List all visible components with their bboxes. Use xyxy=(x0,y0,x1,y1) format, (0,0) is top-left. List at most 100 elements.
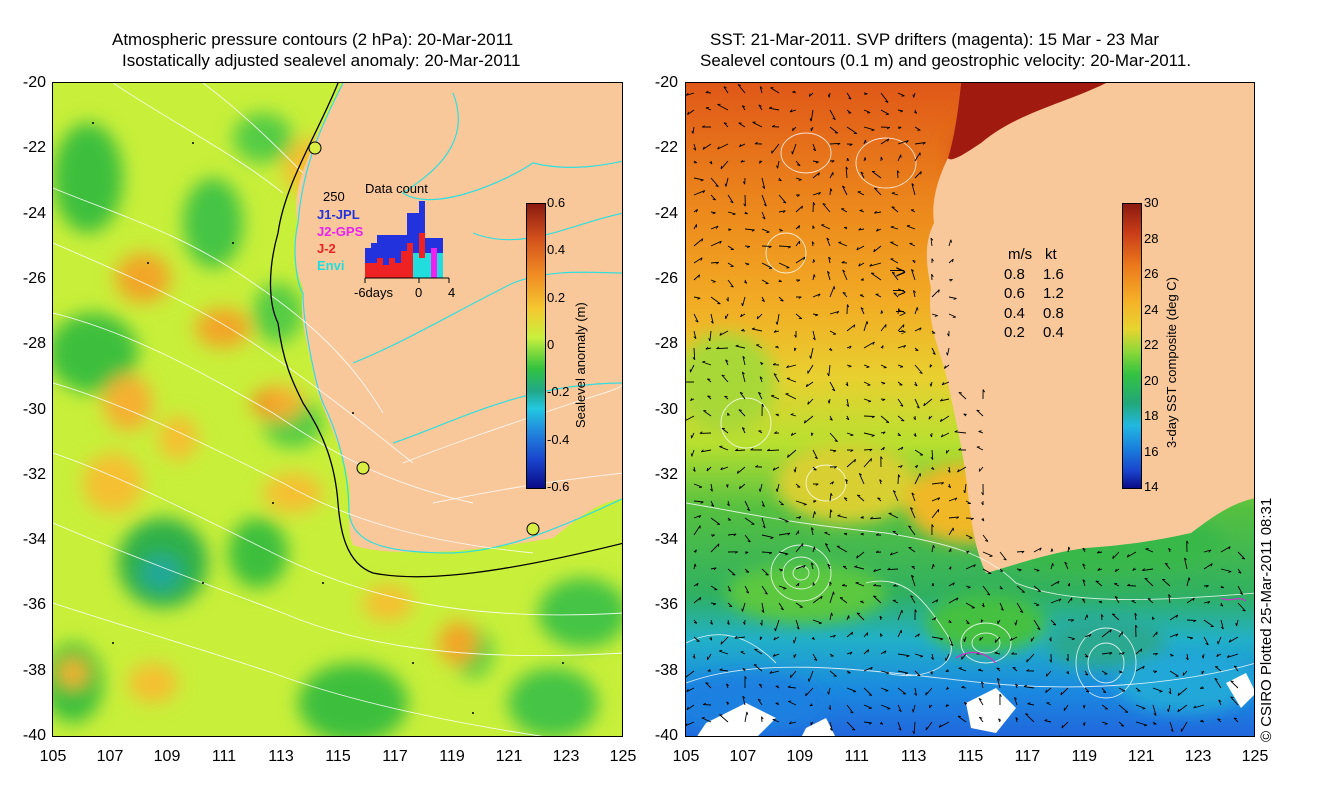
velocity-arrow xyxy=(957,715,967,723)
velocity-arrowhead xyxy=(713,567,717,571)
velocity-arrowhead xyxy=(720,165,723,169)
velocity-arrow xyxy=(897,687,907,695)
velocity-arrowhead xyxy=(720,641,723,645)
velocity-arrow xyxy=(719,330,729,336)
velocity-arrowhead xyxy=(875,533,879,536)
velocity-arrowhead xyxy=(1126,554,1129,558)
velocity-arrow xyxy=(914,364,923,374)
velocity-arrowhead xyxy=(914,609,917,613)
velocity-arrowhead xyxy=(911,183,915,186)
velocity-arrow xyxy=(702,361,712,366)
velocity-arrow xyxy=(693,514,702,519)
velocity-arrow xyxy=(982,568,992,574)
velocity-arrow xyxy=(1135,648,1143,655)
depth-contour xyxy=(269,83,622,578)
velocity-arrowhead xyxy=(938,289,940,293)
velocity-arrow xyxy=(1142,568,1154,571)
velocity-arrow xyxy=(892,490,899,502)
velocity-arrowhead xyxy=(1207,601,1211,604)
velocity-arrowhead xyxy=(938,724,941,728)
velocity-arrow xyxy=(874,187,882,196)
velocity-arrow xyxy=(686,415,695,421)
velocity-arrowhead xyxy=(778,179,782,182)
velocity-arrowhead xyxy=(741,303,744,307)
y-tick-label: -40 xyxy=(654,727,678,744)
velocity-arrowhead xyxy=(947,333,950,337)
velocity-arrowhead xyxy=(686,92,689,96)
velocity-arrowhead xyxy=(1025,713,1029,715)
velocity-arrowhead xyxy=(994,651,998,654)
velocity-arrowhead xyxy=(963,490,966,494)
velocity-arrow xyxy=(1118,704,1129,713)
velocity-arrowhead xyxy=(808,93,811,97)
velocity-arrowhead xyxy=(812,337,816,341)
y-tick-label: -24 xyxy=(22,204,46,222)
velocity-arrowhead xyxy=(946,686,949,690)
velocity-arrowhead xyxy=(850,434,854,437)
velocity-arrow xyxy=(755,344,763,349)
velocity-arrowhead xyxy=(910,595,914,598)
velocity-arrow xyxy=(1101,652,1112,655)
velocity-arrow xyxy=(727,279,734,288)
velocity-arrow xyxy=(795,177,802,181)
velocity-arrowhead xyxy=(911,492,915,496)
y-tick-label: -34 xyxy=(22,531,46,549)
velocity-arrowhead xyxy=(692,655,696,659)
velocity-arrow xyxy=(930,237,933,247)
velocity-arrowhead xyxy=(882,447,885,451)
x-tick-label: 107 xyxy=(729,748,757,765)
velocity-arrow xyxy=(1135,665,1145,672)
velocity-arrow xyxy=(720,160,729,170)
velocity-arrow xyxy=(742,696,746,706)
velocity-arrow xyxy=(693,296,701,299)
velocity-arrow xyxy=(940,415,950,422)
velocity-arrowhead xyxy=(887,567,891,571)
velocity-arrowhead xyxy=(981,492,984,496)
velocity-arrowhead xyxy=(1153,713,1157,716)
velocity-arrowhead xyxy=(719,332,722,336)
velocity-arrowhead xyxy=(902,324,905,328)
velocity-arrowhead xyxy=(832,117,836,120)
velocity-arrow xyxy=(795,160,801,166)
velocity-arrow xyxy=(846,432,854,436)
velocity-arrowhead xyxy=(869,263,873,267)
velocity-arrowhead xyxy=(710,504,714,507)
velocity-arrowhead xyxy=(1218,699,1222,702)
velocity-arrow xyxy=(721,427,729,434)
velocity-arrow xyxy=(891,192,899,196)
velocity-arrowhead xyxy=(860,307,864,310)
velocity-arrow xyxy=(1237,602,1246,612)
velocity-arrow xyxy=(909,507,916,519)
velocity-arrowhead xyxy=(879,479,883,482)
svp-drifter-tracks xyxy=(955,597,1247,664)
velocity-arrowhead xyxy=(1175,614,1179,618)
velocity-arrow xyxy=(829,126,839,134)
velocity-arrowhead xyxy=(1193,705,1197,709)
velocity-arrow xyxy=(738,122,746,128)
velocity-arrow xyxy=(897,609,903,621)
velocity-arrowhead xyxy=(885,690,889,692)
velocity-arrow xyxy=(1203,619,1214,627)
velocity-arrowhead xyxy=(702,146,705,150)
velocity-arrow xyxy=(958,667,967,672)
velocity-arrowhead xyxy=(1011,652,1015,655)
velocity-arrow xyxy=(1010,636,1018,641)
velocity-arrow xyxy=(805,687,814,697)
velocity-arrowhead xyxy=(936,599,939,603)
velocity-arrowhead xyxy=(1049,659,1052,663)
velocity-arrowhead xyxy=(967,586,971,589)
velocity-arrowhead xyxy=(848,365,852,368)
velocity-arrowhead xyxy=(941,482,944,485)
velocity-arrowhead xyxy=(930,657,934,660)
velocity-arrow xyxy=(1084,670,1089,676)
velocity-arrowhead xyxy=(1142,568,1145,571)
velocity-arrow xyxy=(829,109,836,120)
velocity-arrowhead xyxy=(827,94,830,98)
x-tick-label: 119 xyxy=(439,748,465,765)
velocity-arrow xyxy=(795,483,801,488)
velocity-arrowhead xyxy=(768,246,772,249)
velocity-arrow xyxy=(761,602,765,613)
velocity-arrow xyxy=(863,398,872,402)
velocity-arrowhead xyxy=(912,259,916,262)
velocity-arrowhead xyxy=(745,591,750,594)
